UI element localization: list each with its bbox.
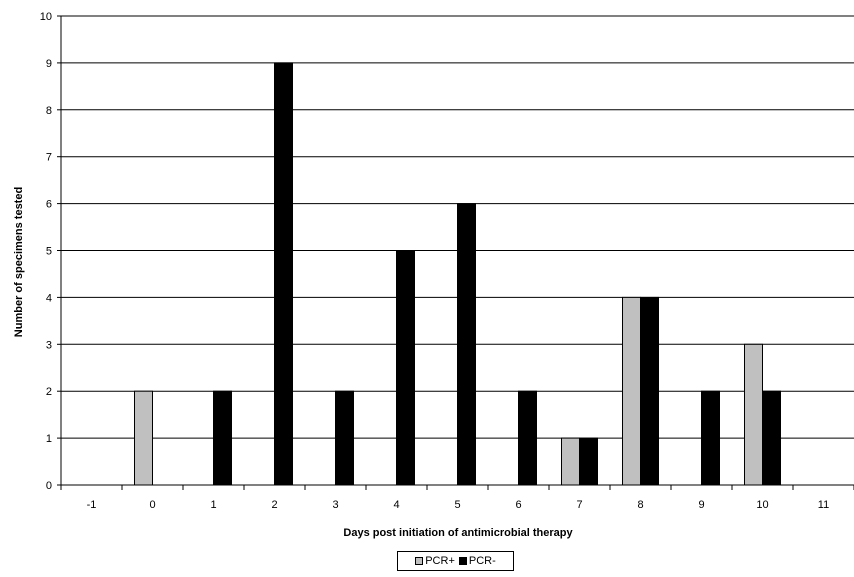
x-tick-labels: -1 0 1 2 3 4 5 6 7 8 9 10 11 [87, 499, 830, 511]
bar-pcr-negative [579, 437, 598, 486]
x-tick-label: 3 [332, 499, 338, 511]
y-tick-label: 4 [46, 292, 52, 304]
x-tick-label: 2 [271, 499, 277, 511]
y-tick-label: 8 [46, 105, 52, 117]
bar-pcr-positive [622, 296, 641, 486]
legend-label-pcr-positive: PCR+ [425, 555, 455, 567]
y-tick-label: 1 [46, 433, 52, 445]
x-tick-label: 5 [454, 499, 460, 511]
y-tick-label: 7 [46, 152, 52, 164]
y-axis-title: Number of specimens tested [13, 187, 25, 337]
x-tick-label: 8 [637, 499, 643, 511]
legend-item-pcr-negative: PCR- [458, 555, 496, 567]
bar-pcr-negative [762, 390, 781, 486]
bar-chart: 0 1 2 3 4 5 6 7 8 9 10 -1 0 1 2 3 4 5 6 7 8 9 10 11 Days post … [13, 11, 854, 539]
bar-pcr-positive [561, 437, 580, 486]
bars [134, 62, 781, 486]
x-tick-label: 9 [698, 499, 704, 511]
x-tick-label: 10 [756, 499, 768, 511]
x-tick-label: 6 [515, 499, 521, 511]
x-axis-title: Days post initiation of antimicrobial th… [343, 527, 573, 539]
y-tick-label: 5 [46, 246, 52, 258]
bar-pcr-negative [396, 250, 415, 486]
bar-pcr-negative [701, 390, 720, 486]
x-tick-label: 4 [393, 499, 399, 511]
bar-pcr-negative [640, 296, 659, 486]
y-tick-label: 6 [46, 199, 52, 211]
x-tick-label: -1 [87, 499, 97, 511]
y-tick-label: 3 [46, 339, 52, 351]
y-tick-label: 2 [46, 386, 52, 398]
bar-pcr-negative [274, 62, 293, 486]
axes [57, 15, 854, 490]
y-tick-label: 10 [40, 11, 52, 23]
y-tick-labels: 0 1 2 3 4 5 6 7 8 9 10 [40, 11, 52, 492]
x-tick-label: 7 [576, 499, 582, 511]
x-tick-label: 0 [149, 499, 155, 511]
bar-pcr-negative [457, 203, 476, 486]
legend-item-pcr-positive: PCR+ [415, 555, 455, 567]
bar-pcr-negative [518, 390, 537, 486]
legend-swatch-pcr-positive [415, 557, 424, 565]
y-tick-label: 0 [46, 480, 52, 492]
y-tick-label: 9 [46, 58, 52, 70]
legend-label-pcr-negative: PCR- [468, 555, 496, 567]
bar-pcr-positive [744, 343, 763, 486]
legend: PCR+ PCR- [397, 551, 514, 571]
x-tick-label: 1 [210, 499, 216, 511]
legend-swatch-pcr-negative [458, 557, 467, 565]
bar-pcr-positive [134, 390, 153, 486]
bar-pcr-negative [213, 390, 232, 486]
bar-pcr-negative [335, 390, 354, 486]
x-tick-label: 11 [818, 499, 829, 511]
